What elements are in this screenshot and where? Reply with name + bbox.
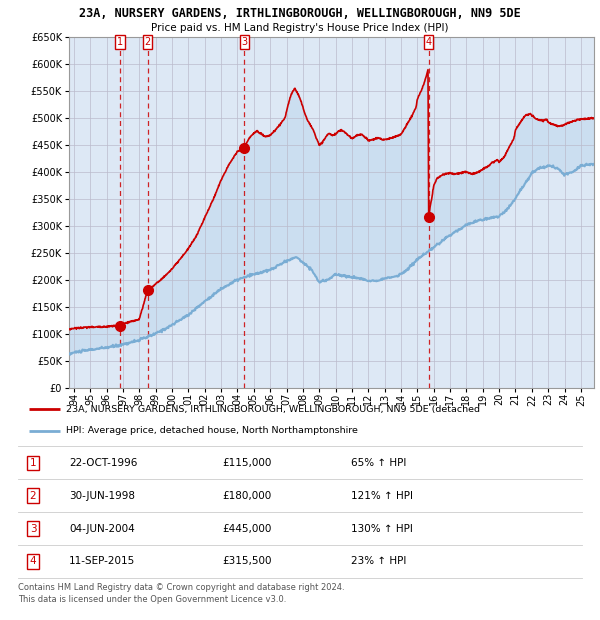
- Text: 3: 3: [241, 37, 247, 47]
- Text: 23A, NURSERY GARDENS, IRTHLINGBOROUGH, WELLINGBOROUGH, NN9 5DE (detached: 23A, NURSERY GARDENS, IRTHLINGBOROUGH, W…: [66, 405, 480, 414]
- Text: 23% ↑ HPI: 23% ↑ HPI: [351, 556, 406, 567]
- Text: 121% ↑ HPI: 121% ↑ HPI: [351, 490, 413, 501]
- Text: 23A, NURSERY GARDENS, IRTHLINGBOROUGH, WELLINGBOROUGH, NN9 5DE: 23A, NURSERY GARDENS, IRTHLINGBOROUGH, W…: [79, 7, 521, 20]
- Text: £180,000: £180,000: [222, 490, 271, 501]
- Text: 1: 1: [117, 37, 123, 47]
- Text: 3: 3: [29, 523, 37, 534]
- Text: £315,500: £315,500: [222, 556, 271, 567]
- Text: 11-SEP-2015: 11-SEP-2015: [69, 556, 135, 567]
- Text: 30-JUN-1998: 30-JUN-1998: [69, 490, 135, 501]
- Bar: [69, 37, 120, 387]
- Text: 2: 2: [145, 37, 151, 47]
- Text: 2: 2: [29, 490, 37, 501]
- Text: Price paid vs. HM Land Registry's House Price Index (HPI): Price paid vs. HM Land Registry's House …: [151, 23, 449, 33]
- Text: 1: 1: [29, 458, 37, 468]
- Text: HPI: Average price, detached house, North Northamptonshire: HPI: Average price, detached house, Nort…: [66, 426, 358, 435]
- Text: 4: 4: [425, 37, 432, 47]
- Text: £115,000: £115,000: [222, 458, 271, 468]
- Text: £445,000: £445,000: [222, 523, 271, 534]
- Text: 22-OCT-1996: 22-OCT-1996: [69, 458, 137, 468]
- Text: 65% ↑ HPI: 65% ↑ HPI: [351, 458, 406, 468]
- Text: 4: 4: [29, 556, 37, 567]
- Text: 04-JUN-2004: 04-JUN-2004: [69, 523, 135, 534]
- Text: Contains HM Land Registry data © Crown copyright and database right 2024.
This d: Contains HM Land Registry data © Crown c…: [18, 583, 344, 604]
- Text: 130% ↑ HPI: 130% ↑ HPI: [351, 523, 413, 534]
